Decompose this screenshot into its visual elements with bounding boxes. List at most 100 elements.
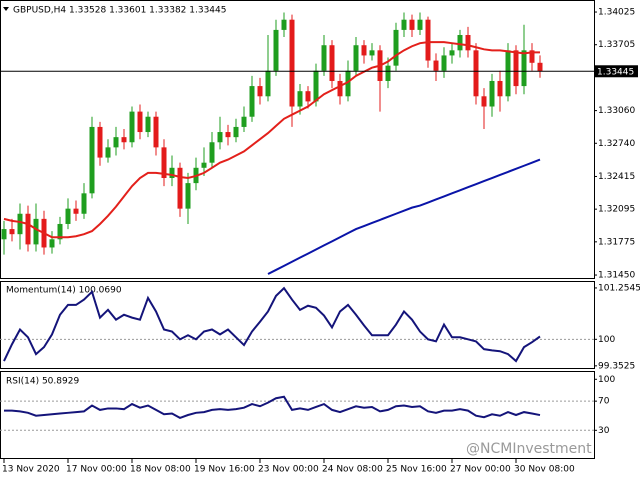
candle-body bbox=[385, 65, 391, 81]
candle-body bbox=[17, 213, 23, 235]
candle-body bbox=[505, 50, 511, 97]
candle-body bbox=[497, 80, 503, 97]
candle-body bbox=[313, 70, 319, 102]
momentum-panel bbox=[0, 281, 595, 369]
price-tag bbox=[594, 65, 638, 78]
candle-body bbox=[145, 116, 151, 133]
candle-body bbox=[49, 239, 55, 248]
indicator-line bbox=[3, 41, 540, 239]
candle-body bbox=[217, 132, 223, 143]
candle-body bbox=[417, 19, 423, 30]
candle-body bbox=[185, 183, 191, 209]
x-tick-label: 27 Nov 00:00 bbox=[450, 465, 511, 475]
watermark: @NCMInvestment bbox=[466, 441, 592, 457]
candle-body bbox=[97, 126, 103, 158]
candle-body bbox=[521, 50, 527, 87]
candle-body bbox=[105, 147, 111, 158]
candle-body bbox=[361, 45, 367, 56]
y-tick-label: 100 bbox=[598, 375, 615, 385]
indicator-line bbox=[4, 395, 541, 420]
chart-title: GBPUSD,H4 1.33528 1.33601 1.33382 1.3344… bbox=[13, 6, 226, 16]
y-tick-label: 1.31450 bbox=[598, 271, 635, 281]
candle-body bbox=[129, 111, 135, 143]
y-tick-label: 99.3525 bbox=[598, 361, 635, 371]
candle-body bbox=[65, 208, 71, 224]
candle-body bbox=[401, 19, 407, 30]
x-tick-label: 23 Nov 00:00 bbox=[258, 465, 319, 475]
candle-body bbox=[457, 35, 463, 51]
candle-body bbox=[489, 80, 495, 107]
price-tag-label: 1.33445 bbox=[597, 67, 634, 77]
x-tick-label: 18 Nov 08:00 bbox=[130, 465, 191, 475]
candle-body bbox=[273, 29, 279, 71]
candle-body bbox=[1, 229, 7, 240]
y-tick-label: 30 bbox=[598, 426, 610, 436]
candle-body bbox=[465, 35, 471, 51]
candle-body bbox=[225, 132, 231, 138]
y-tick-label: 1.31775 bbox=[598, 237, 635, 247]
y-tick-label: 1.33705 bbox=[598, 40, 635, 50]
x-tick-label: 24 Nov 08:00 bbox=[322, 465, 383, 475]
y-tick-label: 1.32740 bbox=[598, 139, 635, 149]
price-panel bbox=[0, 0, 595, 279]
candle-body bbox=[33, 218, 39, 245]
candle-body bbox=[57, 223, 63, 240]
candle-body bbox=[73, 208, 79, 214]
candle-body bbox=[513, 50, 519, 87]
candle-body bbox=[353, 45, 359, 71]
x-tick-label: 19 Nov 16:00 bbox=[194, 465, 255, 475]
candle-body bbox=[321, 45, 327, 71]
candle-body bbox=[233, 126, 239, 138]
x-tick-label: 25 Nov 16:00 bbox=[386, 465, 447, 475]
indicator-line bbox=[267, 158, 541, 275]
candle-body bbox=[209, 142, 215, 163]
candle-body bbox=[433, 60, 439, 71]
y-tick-label: 101.2545 bbox=[598, 283, 640, 293]
candle-body bbox=[529, 50, 535, 63]
rsi-panel bbox=[0, 371, 595, 459]
y-tick-label: 1.34025 bbox=[598, 8, 635, 18]
candle-body bbox=[121, 137, 127, 143]
candle-body bbox=[441, 55, 447, 71]
candle-body bbox=[449, 50, 455, 56]
candle-body bbox=[289, 19, 295, 107]
candle-body bbox=[137, 111, 143, 133]
candle-body bbox=[305, 91, 311, 102]
candle-body bbox=[481, 96, 487, 107]
candle-body bbox=[257, 86, 263, 97]
candle-body bbox=[329, 45, 335, 81]
candle-body bbox=[425, 19, 431, 61]
candle-body bbox=[25, 213, 31, 245]
candle-body bbox=[153, 116, 159, 148]
candle-body bbox=[169, 167, 175, 179]
y-tick-label: 1.33060 bbox=[598, 106, 635, 116]
candle-body bbox=[265, 70, 271, 97]
y-tick-label: 1.32095 bbox=[598, 205, 635, 215]
candle-body bbox=[81, 193, 87, 214]
menu-arrow bbox=[3, 7, 9, 11]
candle-body bbox=[177, 167, 183, 209]
indicator-title: RSI(14) 50.8929 bbox=[6, 377, 79, 387]
y-tick-label: 1.32415 bbox=[598, 172, 635, 182]
indicator-title: Momentum(14) 100.0690 bbox=[6, 286, 122, 296]
indicator-line bbox=[3, 286, 541, 363]
candle-body bbox=[345, 70, 351, 97]
candle-body bbox=[113, 137, 119, 148]
candle-body bbox=[473, 50, 479, 97]
y-tick-label: 100 bbox=[598, 335, 615, 345]
candle-body bbox=[369, 50, 375, 56]
y-tick-label: 70 bbox=[598, 397, 610, 407]
candle-body bbox=[297, 91, 303, 107]
candle-body bbox=[337, 80, 343, 97]
candle-body bbox=[201, 162, 207, 168]
candle-body bbox=[393, 29, 399, 66]
candle-body bbox=[89, 126, 95, 194]
candle-body bbox=[537, 62, 543, 72]
candle-body bbox=[249, 86, 255, 117]
candle-body bbox=[409, 19, 415, 30]
candle-body bbox=[9, 229, 15, 235]
candle-body bbox=[241, 116, 247, 127]
x-tick-label: 13 Nov 2020 bbox=[2, 465, 60, 475]
